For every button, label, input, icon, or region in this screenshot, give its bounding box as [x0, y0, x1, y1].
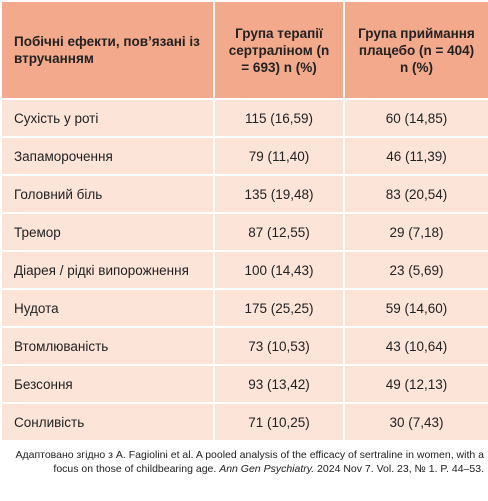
table-row: Діарея / рідкі випорожнення 100 (14,43) 23…: [0, 250, 488, 290]
table-row: Сухість у роті 115 (16,59) 60 (14,85): [0, 98, 488, 138]
table-cell: 23 (5,69): [343, 250, 488, 290]
journal: Ann Gen Psychiatry.: [219, 463, 315, 475]
table-cell: Сонливість: [0, 402, 215, 442]
table-cell: 115 (16,59): [213, 98, 345, 138]
table-cell: 49 (12,13): [343, 364, 488, 404]
table-cell: Нудота: [0, 288, 215, 328]
footnote-text: 2024 Nov 7. Vol. 23, № 1. P. 44–53.: [314, 463, 484, 475]
table-row: Тремор 87 (12,55) 29 (7,18): [0, 212, 488, 252]
header-cell: Група терапії сертраліном (n = 693) n (%…: [213, 0, 345, 100]
table-cell: 46 (11,39): [343, 136, 488, 176]
table-cell: 79 (11,40): [213, 136, 345, 176]
table-row: Нудота 175 (25,25) 59 (14,60): [0, 288, 488, 328]
table-cell: Запаморочення: [0, 136, 215, 176]
footnote-text: Адаптовано згідно з A. Fagiolini et al. …: [15, 449, 484, 475]
table: Побічні ефекти, пов’язані із втручанням Г…: [0, 0, 488, 442]
header-cell: Побічні ефекти, пов’язані із втручанням: [0, 0, 215, 100]
table-cell: 30 (7,43): [343, 402, 488, 442]
table-body: Сухість у роті 115 (16,59) 60 (14,85) Запам…: [0, 98, 488, 442]
table-row: Запаморочення 79 (11,40) 46 (11,39): [0, 136, 488, 176]
table-cell: Безсоння: [0, 364, 215, 404]
table-cell: 73 (10,53): [213, 326, 345, 366]
table-cell: 60 (14,85): [343, 98, 488, 138]
table-cell: Тремор: [0, 212, 215, 252]
table-cell: 29 (7,18): [343, 212, 488, 252]
header-cell: Група приймання плацебо (n = 404) n (%): [343, 0, 488, 100]
table-cell: 59 (14,60): [343, 288, 488, 328]
table-row: Безсоння 93 (13,42) 49 (12,13): [0, 364, 488, 404]
footnote: Адаптовано згідно з A. Fagiolini et al. …: [0, 442, 488, 476]
table-row: Сонливість 71 (10,25) 30 (7,43): [0, 402, 488, 442]
table-cell: Втомлюваність: [0, 326, 215, 366]
table-row: Головний біль 135 (19,48) 83 (20,54): [0, 174, 488, 214]
table-cell: Діарея / рідкі випорожнення: [0, 250, 215, 290]
table-row: Втомлюваність 73 (10,53) 43 (10,64): [0, 326, 488, 366]
table-cell: Сухість у роті: [0, 98, 215, 138]
table-cell: 135 (19,48): [213, 174, 345, 214]
table-cell: 87 (12,55): [213, 212, 345, 252]
table-cell: Головний біль: [0, 174, 215, 214]
table-cell: 175 (25,25): [213, 288, 345, 328]
table-cell: 83 (20,54): [343, 174, 488, 214]
table-cell: 43 (10,64): [343, 326, 488, 366]
table-cell: 100 (14,43): [213, 250, 345, 290]
header-row: Побічні ефекти, пов’язані із втручанням Г…: [0, 0, 488, 100]
table-cell: 93 (13,42): [213, 364, 345, 404]
table-cell: 71 (10,25): [213, 402, 345, 442]
